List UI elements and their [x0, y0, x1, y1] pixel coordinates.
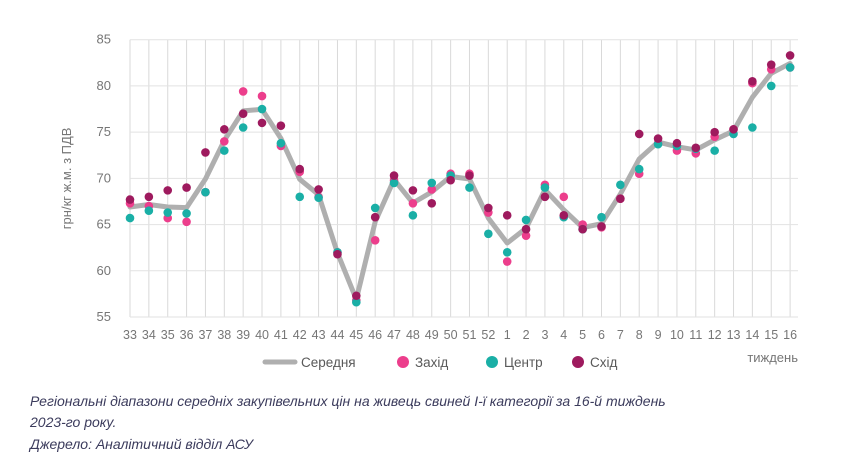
svg-text:6: 6 — [598, 328, 605, 342]
svg-text:80: 80 — [97, 78, 111, 93]
svg-text:41: 41 — [274, 328, 288, 342]
svg-text:34: 34 — [142, 328, 156, 342]
svg-text:4: 4 — [560, 328, 567, 342]
svg-text:7: 7 — [617, 328, 624, 342]
svg-text:42: 42 — [293, 328, 307, 342]
svg-text:45: 45 — [349, 328, 363, 342]
svg-text:36: 36 — [180, 328, 194, 342]
svg-text:11: 11 — [689, 328, 702, 342]
svg-text:3: 3 — [541, 328, 548, 342]
svg-text:10: 10 — [670, 328, 684, 342]
svg-text:тиждень: тиждень — [747, 350, 798, 365]
svg-text:52: 52 — [481, 328, 495, 342]
svg-text:39: 39 — [236, 328, 250, 342]
svg-text:43: 43 — [312, 328, 326, 342]
svg-text:Центр: Центр — [504, 355, 543, 370]
svg-text:Схід: Схід — [590, 355, 617, 370]
svg-text:70: 70 — [97, 170, 111, 185]
svg-text:37: 37 — [198, 328, 212, 342]
svg-text:15: 15 — [764, 328, 778, 342]
svg-text:14: 14 — [745, 328, 759, 342]
svg-text:9: 9 — [655, 328, 662, 342]
svg-text:40: 40 — [255, 328, 269, 342]
svg-text:75: 75 — [97, 124, 111, 139]
svg-text:35: 35 — [161, 328, 175, 342]
svg-text:Захід: Захід — [415, 355, 448, 370]
svg-text:46: 46 — [368, 328, 382, 342]
svg-text:65: 65 — [97, 217, 111, 232]
svg-text:47: 47 — [387, 328, 401, 342]
svg-text:44: 44 — [331, 328, 345, 342]
svg-text:1: 1 — [504, 328, 511, 342]
svg-text:50: 50 — [444, 328, 458, 342]
svg-text:85: 85 — [97, 32, 111, 47]
svg-text:48: 48 — [406, 328, 420, 342]
svg-text:16: 16 — [783, 328, 797, 342]
svg-text:8: 8 — [636, 328, 643, 342]
svg-text:2: 2 — [523, 328, 530, 342]
svg-text:49: 49 — [425, 328, 439, 342]
svg-text:60: 60 — [97, 263, 111, 278]
svg-text:51: 51 — [463, 328, 477, 342]
svg-text:5: 5 — [579, 328, 586, 342]
svg-text:Середня: Середня — [301, 355, 356, 370]
svg-text:38: 38 — [217, 328, 231, 342]
svg-text:33: 33 — [123, 328, 137, 342]
svg-text:13: 13 — [727, 328, 741, 342]
svg-text:55: 55 — [97, 309, 111, 324]
svg-text:грн/кг ж.м. з ПДВ: грн/кг ж.м. з ПДВ — [59, 128, 74, 230]
svg-text:12: 12 — [708, 328, 722, 342]
